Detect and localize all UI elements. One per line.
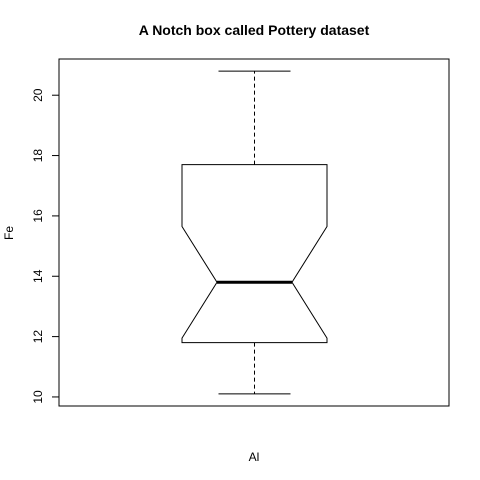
- y-tick-label: 14: [31, 269, 45, 283]
- x-axis-label: Al: [249, 450, 260, 464]
- y-tick-label: 20: [31, 88, 45, 102]
- chart-title: A Notch box called Pottery dataset: [139, 22, 370, 38]
- y-tick-label: 12: [31, 330, 45, 344]
- box-outline: [181, 164, 328, 344]
- y-tick-label: 16: [31, 209, 45, 223]
- y-axis-label: Fe: [2, 226, 16, 240]
- notched-box: [181, 70, 328, 395]
- y-tick-label: 18: [31, 149, 45, 163]
- y-axis: 10 12 14 16 18 20: [31, 88, 60, 404]
- y-tick-label: 10: [31, 390, 45, 404]
- plot-frame: [58, 58, 450, 407]
